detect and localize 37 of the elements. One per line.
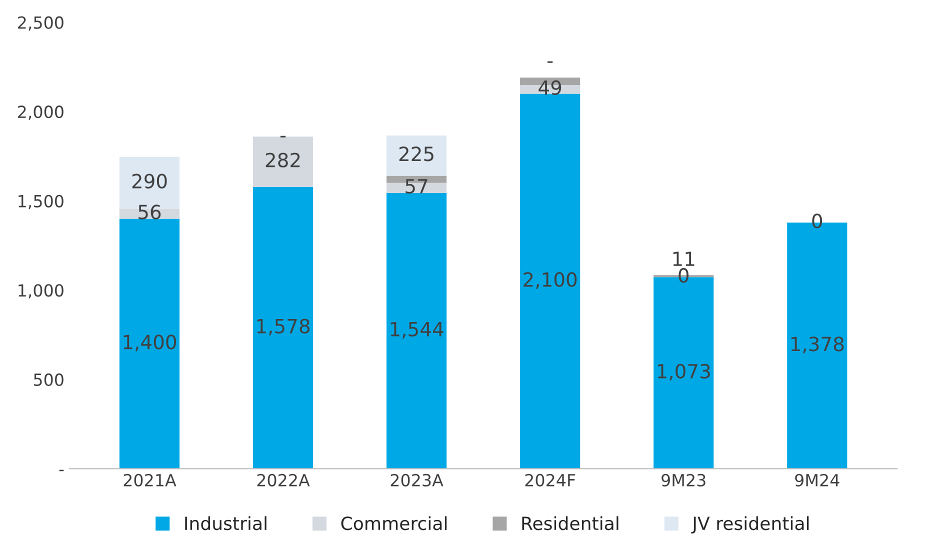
data-label: - bbox=[280, 136, 286, 138]
data-label: 2,100 bbox=[524, 272, 577, 289]
bar bbox=[119, 218, 180, 469]
legend-label: Industrial bbox=[185, 516, 266, 530]
y-tick-label: 1,500 bbox=[18, 194, 64, 210]
data-label: 1,578 bbox=[257, 318, 310, 336]
x-tick-label: 2024F bbox=[525, 474, 576, 486]
bar bbox=[386, 193, 447, 469]
y-tick-label: - bbox=[59, 470, 64, 472]
data-label: 49 bbox=[538, 80, 562, 96]
data-label: 56 bbox=[138, 204, 161, 220]
data-label: 1,544 bbox=[390, 322, 444, 338]
data-label: 11 bbox=[673, 252, 694, 266]
data-label: 225 bbox=[399, 146, 434, 162]
data-label: 57 bbox=[406, 179, 428, 194]
bar bbox=[520, 94, 580, 469]
legend-label: Residential bbox=[522, 516, 618, 530]
bar bbox=[252, 186, 314, 469]
x-tick-label: 2022A bbox=[257, 474, 310, 486]
bar bbox=[252, 136, 314, 187]
legend-label: JV residential bbox=[691, 516, 809, 534]
data-label: 1,378 bbox=[791, 336, 844, 354]
x-tick-label: 9M23 bbox=[662, 474, 706, 486]
y-tick-label: 500 bbox=[34, 373, 64, 386]
data-label: 1,400 bbox=[124, 334, 176, 352]
y-tick-label: 2,000 bbox=[18, 106, 64, 120]
data-label: - bbox=[548, 61, 553, 63]
x-tick-label: 2021A bbox=[124, 474, 176, 486]
bar bbox=[386, 136, 447, 176]
data-label: 282 bbox=[266, 152, 300, 168]
x-tick-label: 9M24 bbox=[795, 474, 840, 486]
x-tick-label: 2023A bbox=[390, 474, 444, 486]
data-label: 1,073 bbox=[658, 364, 710, 381]
y-tick-label: 1,000 bbox=[18, 284, 64, 298]
y-tick-label: 2,500 bbox=[18, 16, 64, 31]
legend-label: Commercial bbox=[341, 516, 447, 530]
data-label: 290 bbox=[132, 174, 167, 188]
